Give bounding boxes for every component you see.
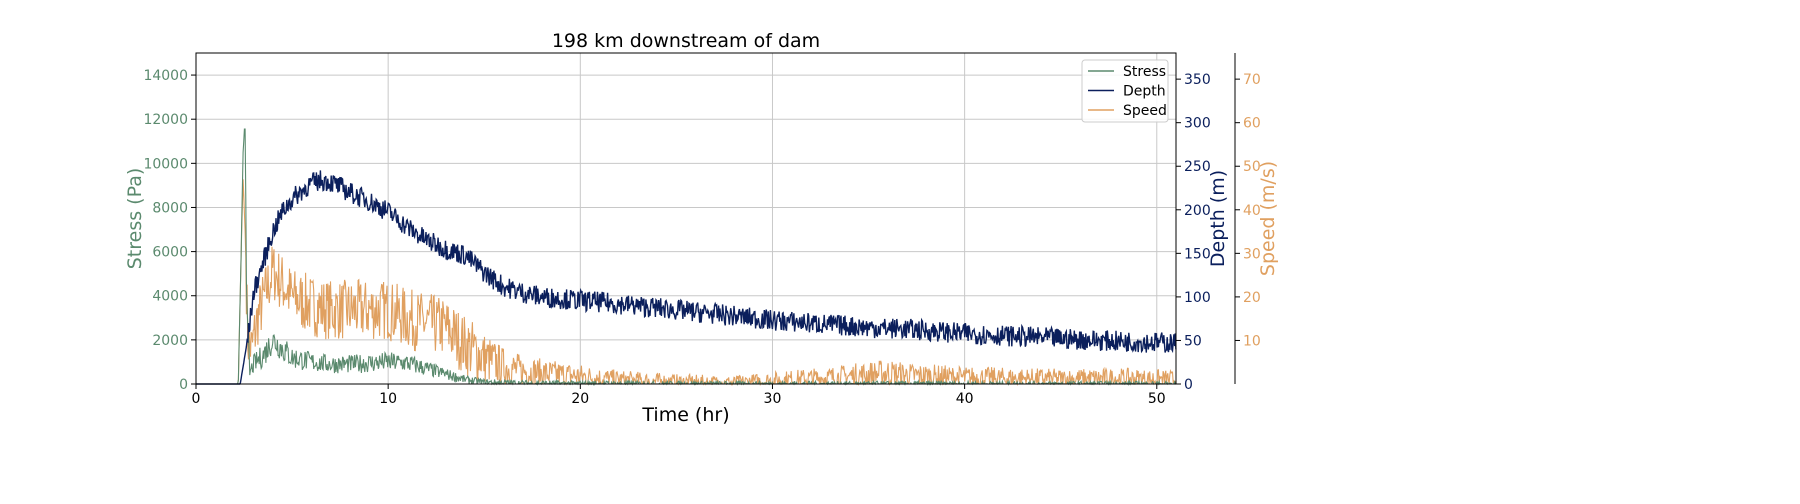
stress-axis-title: Stress (Pa) [124, 168, 146, 270]
legend-label-speed: Speed [1123, 103, 1167, 119]
x-tick-label: 0 [192, 391, 201, 407]
x-tick-label: 20 [571, 391, 589, 407]
chart-title: 198 km downstream of dam [552, 30, 820, 52]
speed-axis-title: Speed (m/s) [1257, 161, 1279, 276]
legend-label-depth: Depth [1123, 84, 1166, 100]
stress-axis: 0 2000 4000 6000 8000 10000 12000 14000 [143, 68, 196, 393]
x-axis-title: Time (hr) [641, 404, 729, 426]
depth-tick-label: 0 [1184, 377, 1193, 393]
series-line-depth [196, 170, 1177, 385]
depth-tick-label: 250 [1184, 159, 1211, 175]
depth-tick-label: 300 [1184, 116, 1211, 132]
x-tick-label: 10 [379, 391, 397, 407]
stress-tick-label: 14000 [143, 68, 188, 84]
stress-tick-label: 0 [179, 377, 188, 393]
depth-axis-title: Depth (m) [1207, 170, 1229, 267]
stress-tick-label: 8000 [152, 200, 188, 216]
speed-tick-label: 20 [1243, 290, 1261, 306]
stress-tick-label: 12000 [143, 112, 188, 128]
stress-tick-label: 2000 [152, 333, 188, 349]
depth-tick-label: 50 [1184, 333, 1202, 349]
series-line-stress [196, 128, 1177, 387]
stress-tick-label: 4000 [152, 289, 188, 305]
x-axis: 0 10 20 30 40 50 [192, 384, 1166, 407]
x-tick-label: 30 [764, 391, 782, 407]
speed-tick-label: 70 [1243, 72, 1261, 88]
depth-tick-label: 200 [1184, 203, 1211, 219]
legend: Stress Depth Speed [1081, 59, 1169, 123]
speed-axis: 10 20 30 40 50 60 70 [1234, 53, 1261, 384]
series-line-speed [196, 179, 1177, 387]
stress-tick-label: 10000 [143, 156, 188, 172]
x-tick-label: 40 [956, 391, 974, 407]
series-layer [196, 128, 1177, 387]
legend-label-stress: Stress [1123, 64, 1166, 80]
plot-frame [195, 52, 1177, 385]
speed-tick-label: 30 [1243, 246, 1261, 262]
x-tick-label: 50 [1148, 391, 1166, 407]
depth-tick-label: 100 [1184, 290, 1211, 306]
depth-tick-label: 350 [1184, 72, 1211, 88]
legend-box [1081, 59, 1169, 123]
stress-tick-label: 6000 [152, 245, 188, 261]
speed-tick-label: 40 [1243, 203, 1261, 219]
speed-tick-label: 10 [1243, 333, 1261, 349]
depth-axis: 0 50 100 150 200 250 300 350 [1176, 72, 1211, 393]
speed-tick-label: 60 [1243, 116, 1261, 132]
depth-tick-label: 150 [1184, 246, 1211, 262]
speed-tick-label: 50 [1243, 159, 1261, 175]
